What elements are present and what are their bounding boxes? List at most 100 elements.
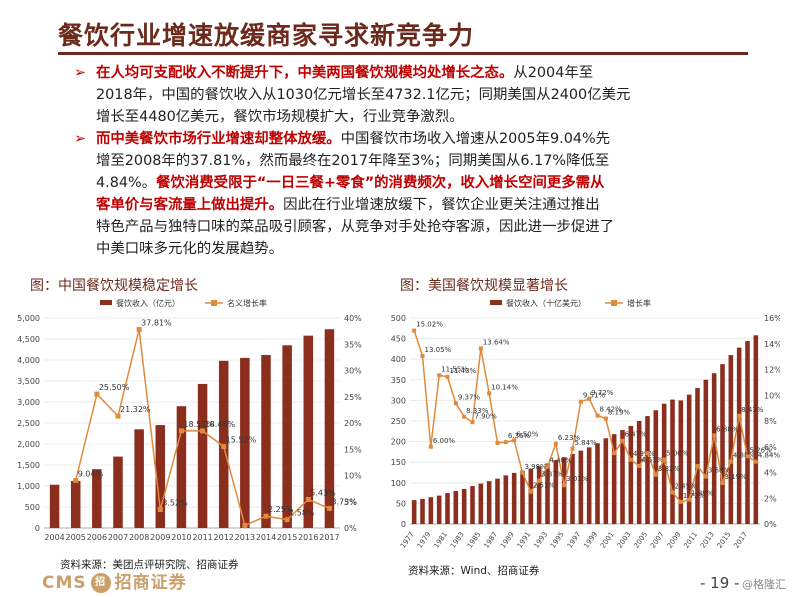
line-marker xyxy=(428,444,433,449)
bar xyxy=(570,453,575,524)
line-marker xyxy=(462,414,467,419)
y-tick-label-left: 500 xyxy=(25,503,40,512)
body-text: 从2004年至 xyxy=(513,65,594,81)
bar xyxy=(536,466,542,524)
y-tick-label-left: 300 xyxy=(391,396,406,405)
y-tick-label-left: 3,500 xyxy=(17,377,40,386)
bar xyxy=(678,400,684,524)
bar xyxy=(695,388,700,524)
legend-bar-swatch xyxy=(490,300,502,305)
line-marker xyxy=(562,483,567,488)
y-tick-label-right: 0% xyxy=(764,520,777,529)
arrow-bullet-icon: ➢ xyxy=(74,131,87,147)
line-marker xyxy=(157,507,163,513)
bar xyxy=(628,425,634,524)
line-marker xyxy=(412,328,417,333)
line-marker xyxy=(503,440,508,445)
data-label: 11.55% xyxy=(441,365,468,373)
line-marker xyxy=(678,499,683,504)
bar xyxy=(620,430,625,524)
bar xyxy=(478,483,484,524)
bar xyxy=(155,425,166,528)
data-label: 9.04% xyxy=(78,470,104,479)
x-tick-label: 2013 xyxy=(699,531,716,550)
x-tick-label: 1977 xyxy=(399,531,416,550)
data-label: 8.43% xyxy=(741,406,764,414)
bar xyxy=(753,335,759,524)
data-label: 18.48% xyxy=(205,420,236,429)
y-tick-label-right: 14% xyxy=(764,340,780,349)
y-tick-label-left: 500 xyxy=(391,314,406,323)
left-chart-title: 图：中国餐饮规模稳定增长 xyxy=(30,278,198,294)
data-label: 3.19% xyxy=(725,473,748,481)
body-text: 4.84%。 xyxy=(96,175,157,191)
x-tick-label: 1979 xyxy=(416,531,433,550)
line-marker xyxy=(595,413,600,418)
data-label: 7.90% xyxy=(475,412,498,420)
bar xyxy=(261,354,271,528)
y-tick-label-left: 400 xyxy=(391,355,406,364)
line-marker xyxy=(305,496,311,502)
x-tick-label: 2012 xyxy=(214,533,234,542)
data-label: 5.00% xyxy=(666,450,689,458)
line-marker xyxy=(178,428,184,434)
bar xyxy=(445,493,450,524)
x-tick-label: 2014 xyxy=(256,533,276,542)
y-tick-label-left: 0 xyxy=(35,524,40,533)
bar xyxy=(545,463,550,524)
bullet-line: 中美口味多元化的发展趋势。 xyxy=(96,238,744,260)
bar xyxy=(595,443,600,524)
legend-bar-swatch xyxy=(100,300,112,305)
bar xyxy=(411,500,417,524)
page-number: - 19 - xyxy=(700,574,740,592)
data-label: 6.47% xyxy=(625,431,648,439)
y-tick-label-left: 1,000 xyxy=(17,482,40,491)
bullet-line: 而中美餐饮市场行业增速却整体放缓。中国餐饮市场收入增速从2005年9.04%先 xyxy=(96,128,744,150)
line-marker xyxy=(242,522,248,528)
y-tick-label-left: 150 xyxy=(391,458,406,467)
bullet-line: 4.84%。餐饮消费受限于“一日三餐+零食”的消费频次，收入增长空间更多需从 xyxy=(96,172,744,194)
data-label: 3.73% xyxy=(331,497,357,506)
line-marker xyxy=(495,440,500,445)
line-marker xyxy=(136,326,142,332)
bar xyxy=(520,470,525,524)
line-marker xyxy=(437,373,442,378)
data-label: 6.50% xyxy=(516,430,539,438)
data-label: 25.50% xyxy=(99,383,130,392)
x-tick-label: 2010 xyxy=(171,533,191,542)
line-marker xyxy=(520,470,525,475)
line-marker xyxy=(687,497,692,502)
legend-label: 名义增长率 xyxy=(227,298,267,308)
data-label: 6.23% xyxy=(558,434,581,442)
x-tick-label: 2017 xyxy=(732,531,749,550)
data-label: 13.64% xyxy=(483,338,510,346)
bar xyxy=(611,434,617,524)
bar xyxy=(645,416,650,524)
body-text: 因此在行业增速放缓下，餐饮企业更关注通过推出 xyxy=(283,197,600,213)
right-source-note: 资料来源：Wind、招商证券 xyxy=(408,565,540,577)
bullet-line: 在人均可支配收入不断提升下，中美两国餐饮规模均处增长之态。从2004年至 xyxy=(96,62,744,84)
line-marker xyxy=(94,391,100,397)
line-marker xyxy=(478,346,483,351)
bar xyxy=(686,394,692,524)
bar xyxy=(736,347,742,524)
y-tick-label-right: 25% xyxy=(344,393,362,402)
left-source-note: 资料来源：美团点评研究院、招商证券 xyxy=(60,559,239,571)
arrow-bullet-icon: ➢ xyxy=(74,65,87,81)
x-tick-label: 2005 xyxy=(66,533,86,542)
line-marker xyxy=(487,391,492,396)
line-marker xyxy=(587,396,592,401)
bar xyxy=(282,345,292,528)
data-label: 3.98% xyxy=(525,463,548,471)
data-label: 2.25% xyxy=(268,505,294,514)
data-label: 37.81% xyxy=(141,318,172,327)
y-tick-label-right: 2% xyxy=(764,494,777,503)
logo-badge-icon: 招 xyxy=(90,573,111,593)
x-tick-label: 2009 xyxy=(150,533,170,542)
bar xyxy=(197,383,208,528)
x-tick-label: 1983 xyxy=(449,531,466,550)
bullet-item: ➢ 在人均可支配收入不断提升下，中美两国餐饮规模均处增长之态。从2004年至 201… xyxy=(74,62,744,128)
x-tick-label: 2006 xyxy=(87,533,107,542)
x-tick-label: 2013 xyxy=(235,533,255,542)
logo-company: 招商证券 xyxy=(114,573,187,593)
